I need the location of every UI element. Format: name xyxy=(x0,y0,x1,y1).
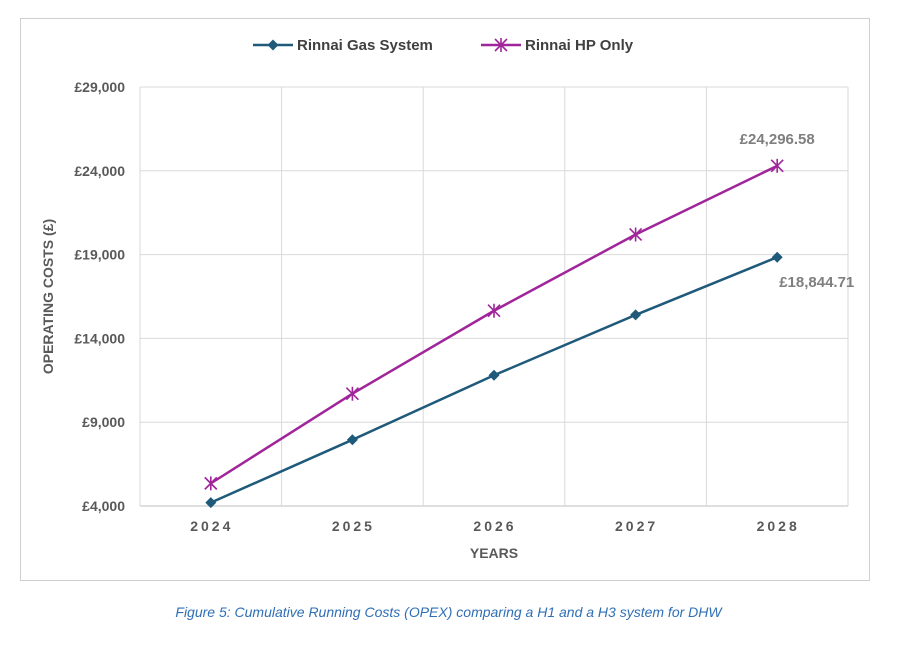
data-label-gas-2028: £18,844.71 xyxy=(779,274,854,291)
legend-label: Rinnai Gas System xyxy=(297,37,433,54)
figure-caption: Figure 5: Cumulative Running Costs (OPEX… xyxy=(175,604,722,620)
y-tick-label: £4,000 xyxy=(82,498,125,514)
legend-item-hp: Rinnai HP Only xyxy=(481,37,634,54)
y-tick-label: £29,000 xyxy=(74,79,125,95)
data-point xyxy=(770,158,784,173)
data-label-hp-2028: £24,296.58 xyxy=(740,131,815,148)
data-point xyxy=(630,309,642,321)
y-axis-title: OPERATING COSTS (£) xyxy=(40,219,56,374)
x-tick-label: 2026 xyxy=(473,518,516,534)
legend-marker xyxy=(267,39,279,51)
data-point xyxy=(488,369,500,381)
data-point xyxy=(346,434,358,446)
data-point xyxy=(204,476,218,491)
series-gas xyxy=(205,251,783,509)
x-tick-label: 2028 xyxy=(757,518,800,534)
legend-label: Rinnai HP Only xyxy=(525,37,634,54)
x-axis-ticks: 2024 2025 2026 2027 2028 xyxy=(190,518,800,534)
x-tick-label: 2024 xyxy=(190,518,233,534)
data-point xyxy=(205,497,217,509)
legend-marker xyxy=(494,38,508,52)
series-lines xyxy=(204,158,784,509)
data-point xyxy=(629,227,643,242)
x-tick-label: 2027 xyxy=(615,518,658,534)
data-point xyxy=(771,251,783,263)
series-line xyxy=(210,164,778,485)
data-point xyxy=(487,303,501,318)
x-axis-title: YEARS xyxy=(470,545,518,561)
legend: Rinnai Gas System Rinnai HP Only xyxy=(253,37,634,54)
y-tick-label: £19,000 xyxy=(74,247,125,263)
line-chart: Rinnai Gas System Rinnai HP Only £4,000 £9… xyxy=(40,37,855,561)
series-hp xyxy=(204,158,784,491)
gridlines xyxy=(139,86,849,507)
chart-frame xyxy=(20,18,870,581)
x-tick-label: 2025 xyxy=(332,518,375,534)
y-axis-ticks: £4,000 £9,000 £14,000 £19,000 £24,000 £29,000 xyxy=(74,79,125,514)
legend-item-gas: Rinnai Gas System xyxy=(253,37,433,54)
y-tick-label: £14,000 xyxy=(74,330,125,346)
y-tick-label: £24,000 xyxy=(74,163,125,179)
y-tick-label: £9,000 xyxy=(82,414,125,430)
data-point xyxy=(345,386,359,401)
data-labels: £18,844.71 £24,296.58 xyxy=(740,131,855,291)
